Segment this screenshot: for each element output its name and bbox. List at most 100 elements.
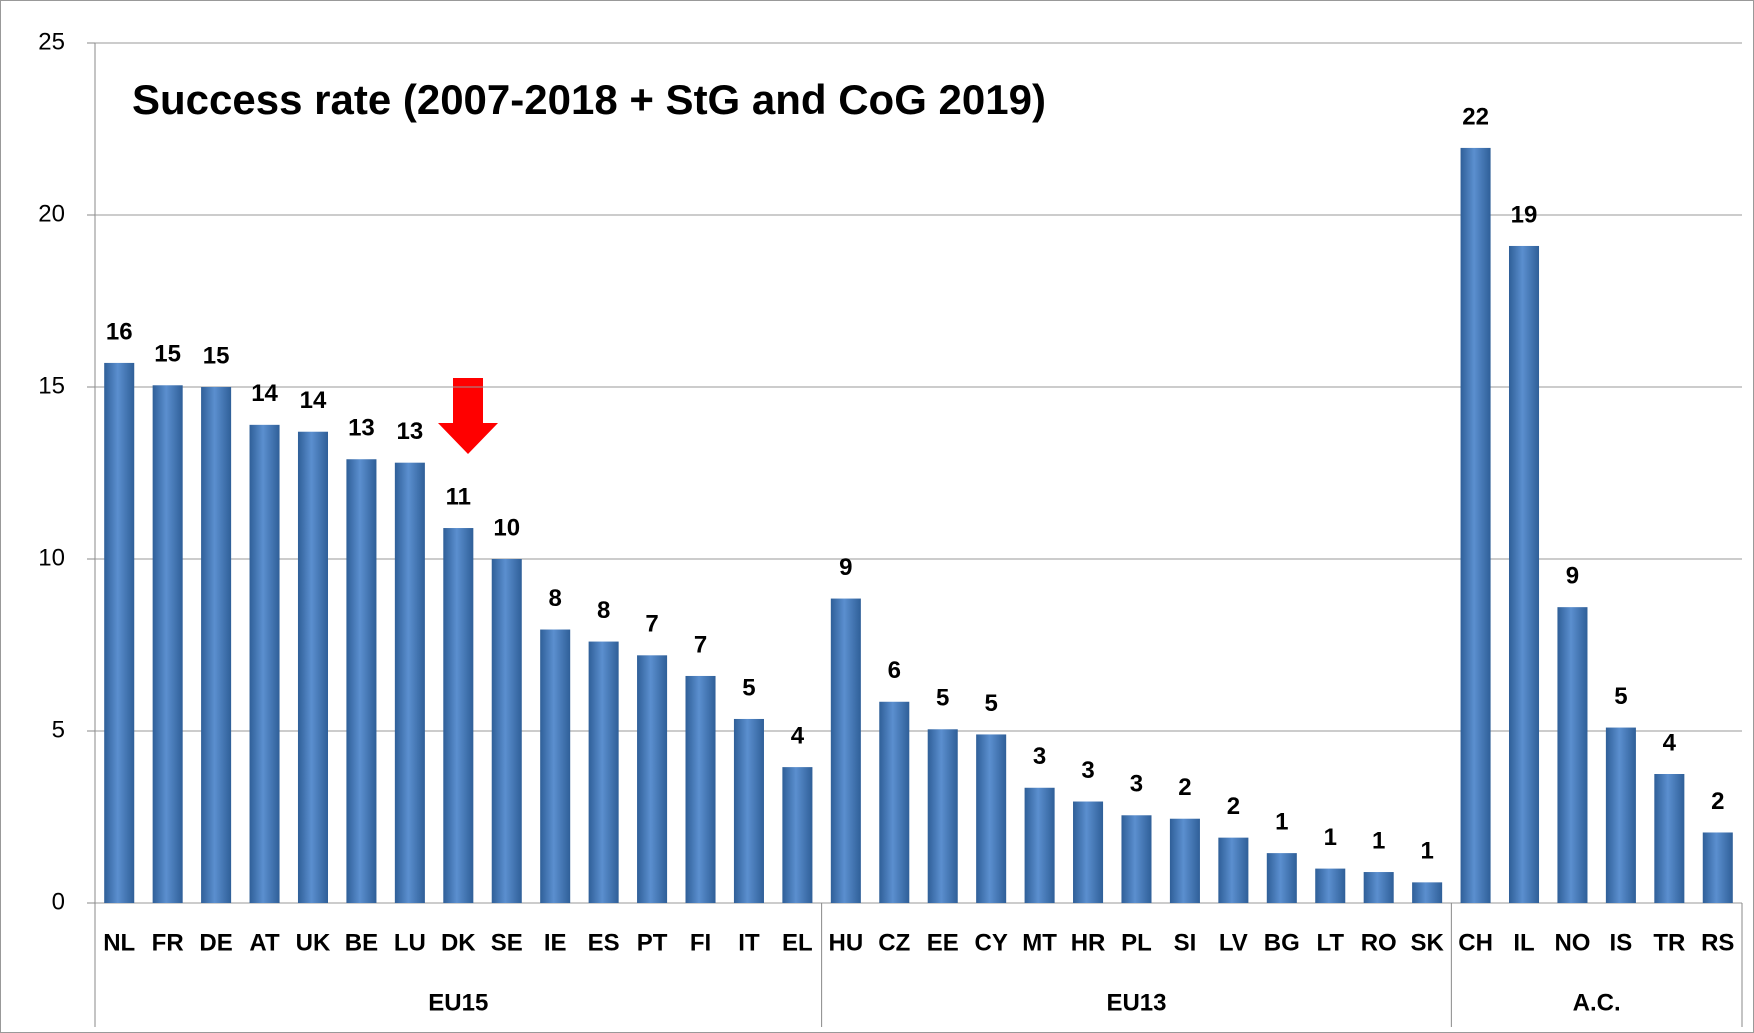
bar <box>1702 832 1733 903</box>
value-label: 13 <box>348 415 375 442</box>
bar <box>249 424 280 903</box>
bar <box>1315 868 1346 903</box>
value-label: 5 <box>1614 683 1627 710</box>
bar <box>1169 818 1200 903</box>
value-label: 2 <box>1178 774 1191 801</box>
x-tick-label: SI <box>1174 929 1197 956</box>
value-label: 11 <box>446 483 471 510</box>
x-tick-label: MT <box>1022 929 1057 956</box>
bar <box>1508 245 1540 903</box>
bar <box>733 718 764 903</box>
y-tick-label: 0 <box>52 888 65 915</box>
group-label: EU15 <box>428 989 488 1016</box>
value-label: 8 <box>597 597 610 624</box>
value-label: 15 <box>154 341 181 368</box>
value-label: 10 <box>493 514 520 541</box>
y-tick-label: 10 <box>38 544 65 571</box>
x-tick-label: BG <box>1264 929 1300 956</box>
value-label: 1 <box>1372 827 1385 854</box>
x-tick-label: UK <box>296 929 331 956</box>
x-tick-label: BE <box>345 929 378 956</box>
value-label: 5 <box>742 674 755 701</box>
bar <box>927 729 958 903</box>
x-tick-label: DE <box>199 929 232 956</box>
value-label: 3 <box>1033 743 1046 770</box>
value-label: 4 <box>1663 729 1677 756</box>
x-tick-label: FR <box>152 929 184 956</box>
bar <box>346 459 377 903</box>
group-label: EU13 <box>1106 989 1166 1016</box>
value-label: 1 <box>1420 838 1433 865</box>
bar <box>782 767 813 903</box>
value-label: 7 <box>645 611 658 638</box>
x-tick-label: CH <box>1458 929 1493 956</box>
bar <box>1218 837 1249 903</box>
bar <box>830 598 861 903</box>
bar <box>1460 147 1491 904</box>
value-label: 1 <box>1275 808 1288 835</box>
x-tick-label: DK <box>441 929 476 956</box>
arrow-shaft <box>453 378 483 424</box>
bar <box>1121 815 1152 903</box>
value-label: 8 <box>549 585 562 612</box>
x-tick-label: IT <box>738 929 760 956</box>
y-tick-label: 25 <box>38 28 65 55</box>
x-tick-label: IS <box>1610 929 1633 956</box>
x-tick-label: EE <box>927 929 959 956</box>
x-tick-label: LT <box>1316 929 1344 956</box>
x-tick-label: SE <box>491 929 523 956</box>
x-tick-label: CY <box>974 929 1007 956</box>
x-tick-label: NL <box>103 929 135 956</box>
value-label: 4 <box>791 722 805 749</box>
bar <box>491 559 522 903</box>
chart-title: Success rate (2007-2018 + StG and CoG 20… <box>132 76 1046 123</box>
value-label: 13 <box>397 418 424 445</box>
bar <box>201 387 232 903</box>
bar <box>152 385 183 903</box>
x-tick-label: LU <box>394 929 426 956</box>
bar <box>1654 774 1685 903</box>
bar <box>1073 801 1104 903</box>
x-tick-label: LV <box>1219 929 1248 956</box>
bar <box>1266 853 1297 903</box>
y-tick-label: 15 <box>38 372 65 399</box>
y-tick-label: 20 <box>38 200 65 227</box>
bar <box>879 701 910 903</box>
arrow-head <box>438 423 498 454</box>
value-label: 3 <box>1081 757 1094 784</box>
x-tick-label: ES <box>588 929 620 956</box>
x-tick-label: SK <box>1410 929 1444 956</box>
bar <box>394 462 425 903</box>
bar <box>1557 607 1588 903</box>
x-tick-label: IL <box>1513 929 1534 956</box>
value-label: 22 <box>1462 103 1489 130</box>
x-tick-label: AT <box>249 929 280 956</box>
bar <box>637 655 668 903</box>
value-label: 15 <box>203 342 230 369</box>
x-tick-label: IE <box>544 929 567 956</box>
x-tick-label: HU <box>829 929 864 956</box>
x-tick-label: HR <box>1071 929 1106 956</box>
bar <box>1363 872 1394 903</box>
value-label: 3 <box>1130 771 1143 798</box>
value-label: 16 <box>106 318 133 345</box>
value-label: 14 <box>251 380 278 407</box>
value-label: 2 <box>1711 788 1724 815</box>
value-label: 2 <box>1227 793 1240 820</box>
bar <box>104 362 135 903</box>
bar <box>297 431 329 903</box>
x-tick-label: PT <box>637 929 668 956</box>
value-label: 5 <box>984 690 997 717</box>
x-tick-label: RO <box>1361 929 1397 956</box>
x-tick-label: RS <box>1701 929 1734 956</box>
bar <box>685 675 716 903</box>
x-tick-label: PL <box>1121 929 1152 956</box>
value-label: 14 <box>300 387 327 414</box>
bar <box>1024 787 1055 903</box>
value-label: 9 <box>1566 563 1579 590</box>
value-label: 6 <box>888 657 901 684</box>
x-tick-label: FI <box>690 929 711 956</box>
value-label: 1 <box>1324 824 1337 851</box>
